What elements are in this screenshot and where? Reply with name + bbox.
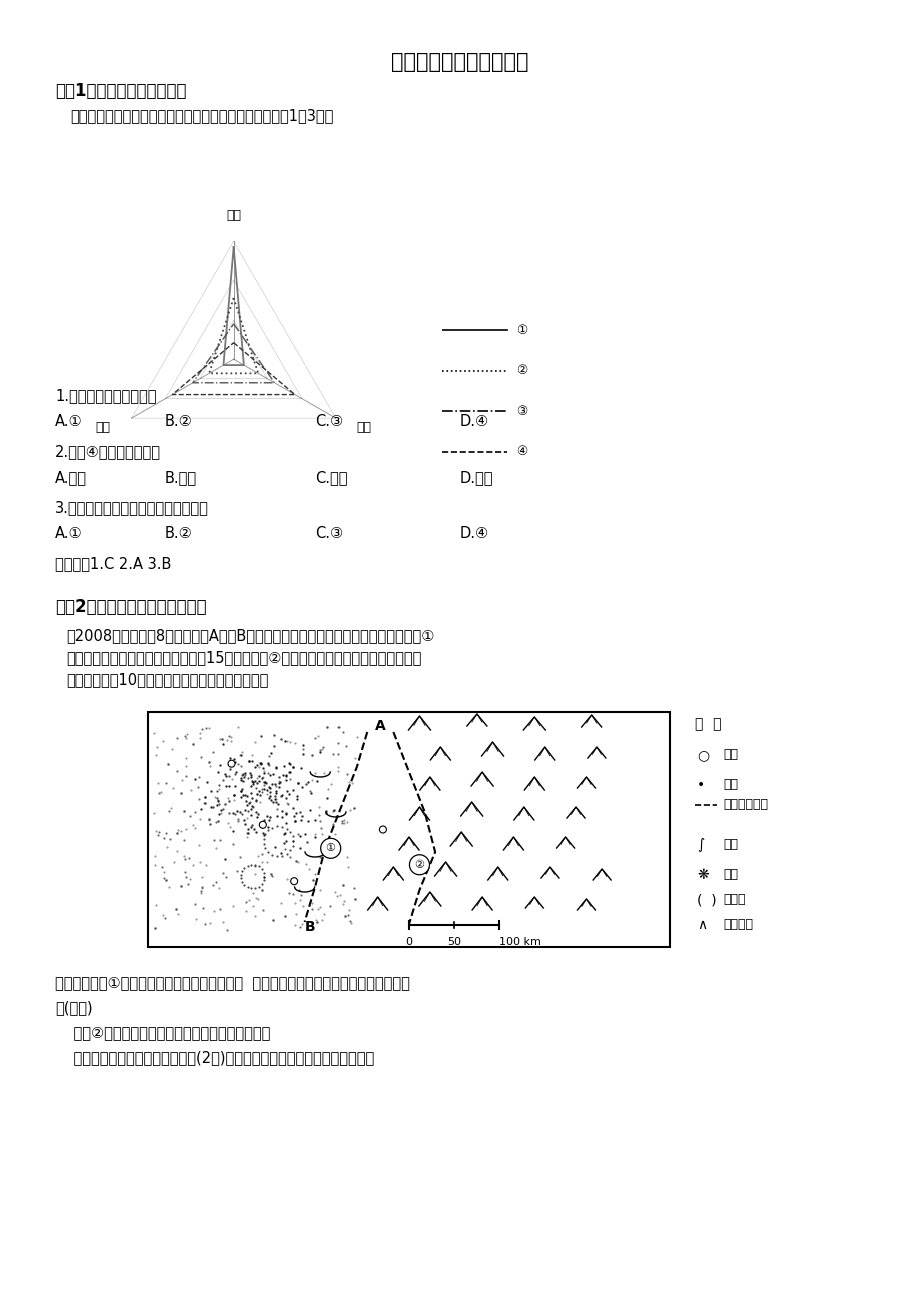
Text: ②: ② — [516, 365, 527, 378]
Text: 图  例: 图 例 — [694, 717, 720, 730]
Text: ∫: ∫ — [697, 838, 703, 852]
Text: 城镇: 城镇 — [722, 749, 737, 760]
Text: 考点2、交通运输布局变化的影响: 考点2、交通运输布局变化的影响 — [55, 598, 207, 616]
Text: ①: ① — [325, 844, 335, 853]
Text: （2008海南）如图8所示，拟在A地与B地之间建设高速公路，有两种选线方案：方案①: （2008海南）如图8所示，拟在A地与B地之间建设高速公路，有两种选线方案：方案… — [66, 628, 434, 643]
Text: 黄土地貌: 黄土地貌 — [722, 918, 752, 931]
Bar — [148, 712, 669, 947]
Text: B: B — [304, 921, 315, 934]
Text: ②: ② — [414, 859, 424, 870]
Text: A.①: A.① — [55, 526, 83, 542]
Text: 村落: 村落 — [722, 779, 737, 792]
Text: ④: ④ — [516, 445, 527, 458]
Circle shape — [321, 838, 340, 858]
Text: 2.货物④最佳运输方式是: 2.货物④最佳运输方式是 — [55, 444, 161, 460]
Text: ①: ① — [516, 324, 527, 337]
Text: 所需建设成本10亿元。试比较两种方案的优缺点。: 所需建设成本10亿元。试比较两种方案的优缺点。 — [66, 672, 268, 687]
Text: ∧: ∧ — [697, 918, 707, 932]
Text: 1.适合航空运输的货物是: 1.适合航空运输的货物是 — [55, 388, 156, 404]
Text: 通过半荒漠地区，所需建设成本约为15亿元；方案②通过地形破碎、人口较稠密的区域，: 通过半荒漠地区，所需建设成本约为15亿元；方案②通过地形破碎、人口较稠密的区域， — [66, 650, 421, 665]
Text: 《答案》1.C 2.A 3.B: 《答案》1.C 2.A 3.B — [55, 556, 171, 572]
Text: 方案②优点：建设成本低，有利于沿线村镇的发展: 方案②优点：建设成本低，有利于沿线村镇的发展 — [55, 1025, 270, 1040]
Text: ○: ○ — [697, 749, 709, 762]
Text: 运距: 运距 — [226, 210, 241, 223]
Text: D.④: D.④ — [460, 414, 489, 428]
Text: B.②: B.② — [165, 526, 193, 542]
Text: ③: ③ — [516, 405, 527, 418]
Circle shape — [259, 822, 267, 828]
Text: 0: 0 — [405, 937, 412, 947]
Text: D.海运: D.海运 — [460, 470, 493, 486]
Text: 被(环境): 被(环境) — [55, 1000, 93, 1016]
Text: C.③: C.③ — [314, 526, 343, 542]
Text: 50: 50 — [447, 937, 460, 947]
Text: C.③: C.③ — [314, 414, 343, 428]
Circle shape — [379, 825, 386, 833]
Text: A: A — [375, 719, 385, 733]
Text: •: • — [697, 779, 705, 792]
Circle shape — [409, 854, 429, 875]
Text: 3.生产布局受交通制约最明显的货物是: 3.生产布局受交通制约最明显的货物是 — [55, 500, 209, 516]
Text: 沙漠: 沙漠 — [722, 868, 737, 881]
Text: B.②: B.② — [165, 414, 193, 428]
Text: 重量: 重量 — [357, 421, 371, 434]
Text: 考点1、交通运输方式和布局: 考点1、交通运输方式和布局 — [55, 82, 187, 100]
Text: 100 km: 100 km — [498, 937, 540, 947]
Circle shape — [228, 760, 234, 767]
Text: 价值: 价值 — [96, 421, 110, 434]
Text: 沙窝洞: 沙窝洞 — [722, 893, 744, 906]
Text: 沙丘: 沙丘 — [722, 838, 737, 852]
Text: ❋: ❋ — [697, 868, 708, 881]
Text: 缺点：耕地占用和人口斐迁较多(2分)，建设过程中会加重沿线地区水土流失: 缺点：耕地占用和人口斐迁较多(2分)，建设过程中会加重沿线地区水土流失 — [55, 1049, 374, 1065]
Circle shape — [290, 878, 298, 884]
Text: A.公路: A.公路 — [55, 470, 87, 486]
Text: 地域联系的通用原理突破: 地域联系的通用原理突破 — [391, 52, 528, 72]
Text: 《答案》方案①优点：耕地占用和人口斐迁较少  缺点：建设成本高，干扰半荒漠地区的植: 《答案》方案①优点：耕地占用和人口斐迁较少 缺点：建设成本高，干扰半荒漠地区的植 — [55, 975, 410, 990]
Text: 下图表示四种货物生产运输过程中的相关特征，读图回答1～3题。: 下图表示四种货物生产运输过程中的相关特征，读图回答1～3题。 — [70, 108, 333, 122]
Text: (  ): ( ) — [697, 893, 716, 907]
Text: D.④: D.④ — [460, 526, 489, 542]
Text: B.铁路: B.铁路 — [165, 470, 197, 486]
Text: C.河运: C.河运 — [314, 470, 347, 486]
Text: 拟建高速公路: 拟建高速公路 — [722, 798, 767, 811]
Text: A.①: A.① — [55, 414, 83, 428]
